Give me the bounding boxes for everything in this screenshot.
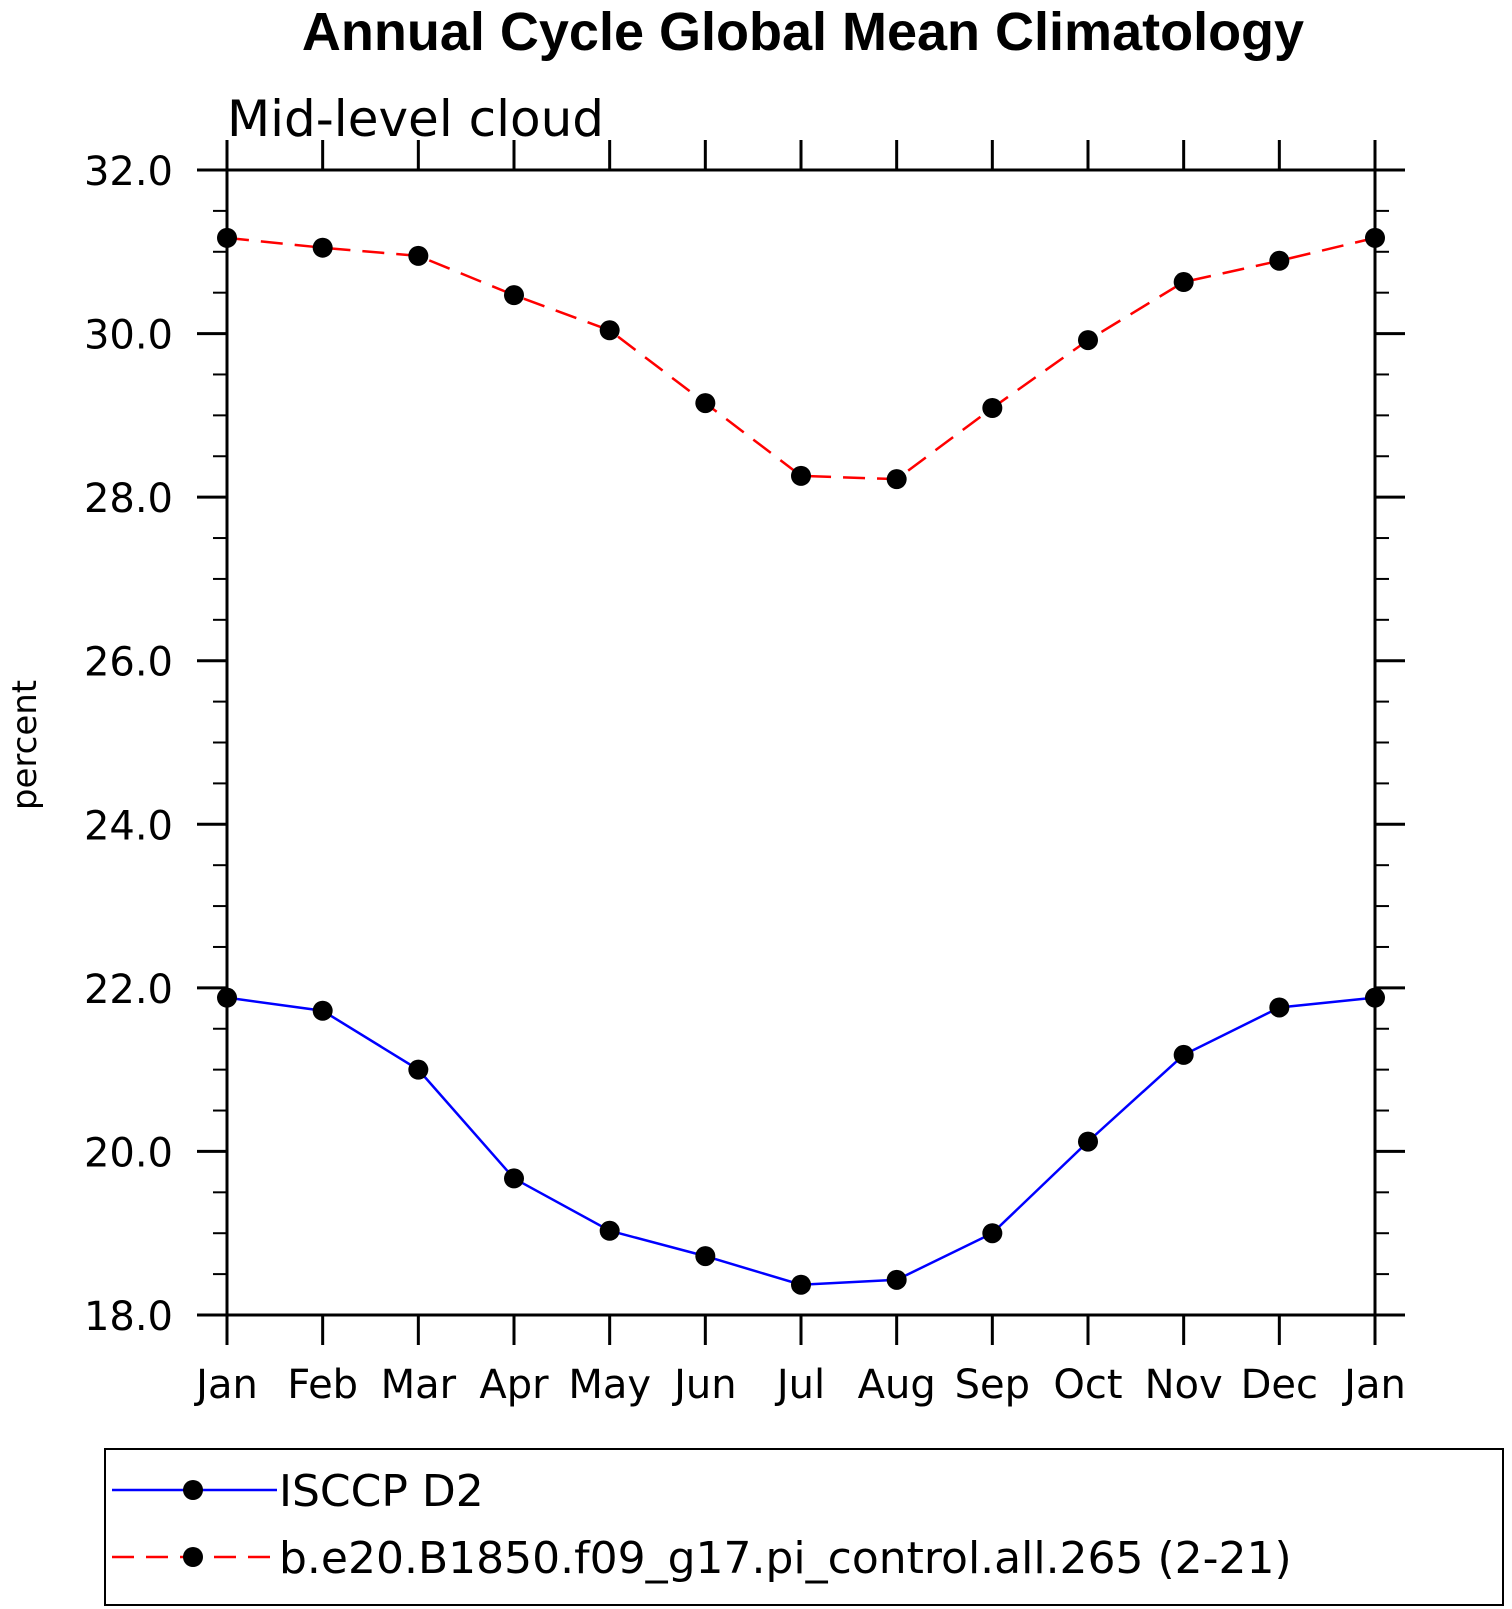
series-1-point	[504, 285, 524, 306]
y-tick-label: 24.0	[84, 803, 173, 849]
legend-marker-1	[183, 1547, 203, 1567]
legend-box	[104, 1448, 1504, 1606]
x-tick-label: Dec	[1241, 1362, 1318, 1408]
x-tick-label: Jan	[1341, 1362, 1406, 1408]
y-tick-label: 30.0	[84, 313, 173, 359]
x-tick-label: Mar	[381, 1362, 457, 1408]
series-0-point	[1078, 1131, 1098, 1152]
y-tick-label: 32.0	[84, 149, 173, 195]
x-tick-label: Apr	[479, 1362, 549, 1408]
series-line-0	[226, 996, 1376, 1286]
chart-title: Annual Cycle Global Mean Climatology	[302, 2, 1304, 62]
series-1-point	[408, 245, 429, 266]
legend-marker-0	[183, 1480, 203, 1500]
x-tick-label: Jun	[671, 1362, 737, 1408]
series-1-point	[217, 227, 237, 248]
series-1-point	[1269, 250, 1290, 271]
y-axis-label: percent	[5, 680, 45, 810]
y-tick-label: 26.0	[84, 640, 173, 686]
y-tick-label: 20.0	[84, 1130, 173, 1176]
axis-ticks: Jan Feb Mar Apr May Jun Jul Aug Sep Oct Nov Dec Jan 1…	[84, 140, 1406, 1408]
series-0-point	[1173, 1044, 1194, 1065]
series-0-point	[312, 1000, 333, 1021]
series-1-point	[1173, 272, 1194, 293]
series-0-point	[982, 1223, 1003, 1244]
series-1-point	[1365, 227, 1385, 248]
x-tick-label: Jul	[774, 1362, 825, 1408]
series-0-point	[791, 1274, 811, 1295]
x-tick-label: Feb	[287, 1362, 358, 1408]
y-tick-label: 18.0	[84, 1294, 173, 1340]
series-line-1	[226, 236, 1376, 481]
x-tick-label: Jan	[193, 1362, 258, 1408]
x-tick-label: Aug	[858, 1362, 936, 1408]
series-0-point	[695, 1246, 716, 1267]
chart-subtitle: Mid-level cloud	[227, 90, 604, 148]
x-tick-label: May	[568, 1362, 651, 1408]
x-tick-label: Sep	[955, 1362, 1030, 1408]
series-0-point	[217, 987, 237, 1008]
series-1-point	[1078, 330, 1098, 351]
series-0-point	[1365, 987, 1385, 1008]
series-layer	[217, 227, 1385, 1295]
series-1-point	[599, 320, 620, 341]
series-1-point	[886, 469, 907, 490]
y-tick-label: 22.0	[84, 967, 173, 1013]
series-0-point	[504, 1168, 524, 1189]
plot-frame	[225, 168, 1377, 1317]
series-1-point	[982, 397, 1003, 418]
legend-label-1: b.e20.B1850.f09_g17.pi_control.all.265 (…	[279, 1533, 1292, 1584]
series-0-point	[408, 1059, 429, 1080]
y-tick-label: 28.0	[84, 476, 173, 522]
legend-label-0: ISCCP D2	[279, 1466, 484, 1517]
x-tick-label: Oct	[1053, 1362, 1122, 1408]
series-0-point	[886, 1269, 907, 1290]
series-0-point	[1269, 997, 1290, 1018]
series-0-point	[599, 1220, 620, 1241]
series-1-point	[791, 465, 811, 486]
series-1-point	[312, 237, 333, 258]
legend: ISCCP D2 b.e20.B1850.f09_g17.pi_control.a…	[112, 1466, 1292, 1584]
series-1-point	[695, 393, 716, 414]
x-tick-label: Nov	[1145, 1362, 1223, 1408]
